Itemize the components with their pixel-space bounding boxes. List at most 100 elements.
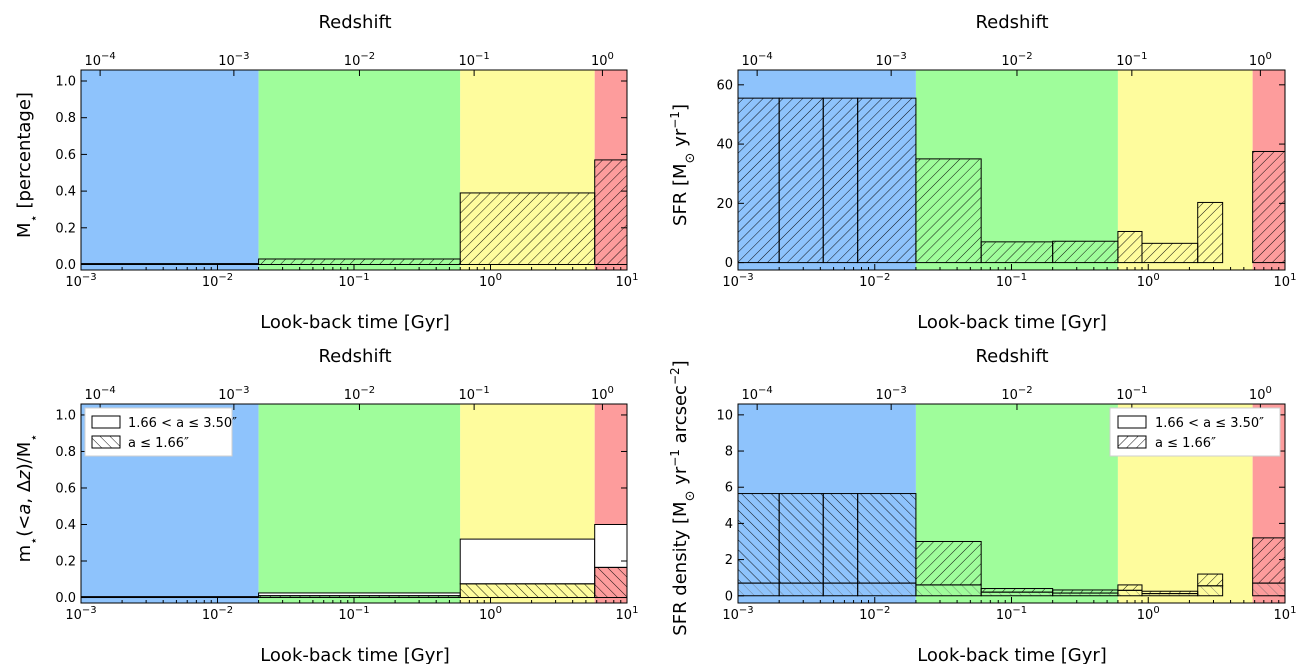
bar xyxy=(1252,582,1286,597)
bar xyxy=(778,582,824,597)
legend: 1.66 < a ≤ 3.50″ a ≤ 1.66″ xyxy=(1109,407,1281,457)
top-x-tick-label: 10−3 xyxy=(876,51,907,69)
legend-label-outer: 1.66 < a ≤ 3.50″ xyxy=(1155,416,1264,431)
bar xyxy=(915,584,982,597)
legend-label-outer: 1.66 < a ≤ 3.50″ xyxy=(128,416,237,431)
bar xyxy=(980,591,1054,597)
x-tick-label: 10−2 xyxy=(859,272,890,290)
bar xyxy=(778,493,824,584)
top-x-tick-label: 10−2 xyxy=(344,385,375,403)
bar xyxy=(80,263,260,265)
bar xyxy=(822,582,859,597)
top-x-tick-label: 10−1 xyxy=(1116,385,1147,403)
top-x-tick-label: 10−1 xyxy=(458,385,489,403)
x-tick-label: 10−1 xyxy=(996,605,1027,623)
bar xyxy=(258,595,461,599)
legend-swatch-outer xyxy=(1117,415,1147,429)
bar xyxy=(822,97,859,264)
bar xyxy=(1141,593,1199,597)
x-axis-title: Look-back time [Gyr] xyxy=(917,645,1107,664)
legend-swatch-inner xyxy=(1117,435,1147,449)
bar xyxy=(594,523,628,568)
x-tick-label: 10−2 xyxy=(859,605,890,623)
legend-swatch-inner xyxy=(91,435,121,449)
x-tick-label: 10−3 xyxy=(722,605,753,623)
x-tick-label: 10−3 xyxy=(65,272,96,290)
y-tick-label: 8 xyxy=(725,445,733,460)
y-tick-label: 1.0 xyxy=(55,408,76,423)
bar xyxy=(737,582,780,597)
x-tick-label: 100 xyxy=(479,272,502,290)
bar xyxy=(822,493,859,584)
y-tick-label: 40 xyxy=(716,138,733,153)
top-x-tick-label: 10−4 xyxy=(741,385,772,403)
top-x-tick-label: 10−3 xyxy=(218,385,249,403)
top-x-tick-label: 10−2 xyxy=(1001,51,1032,69)
panel-bottom-left: 10−3 10−2 10−1 100 101 10−4 10−3 10−2 10−1 100 0.0… xyxy=(14,346,638,664)
y-axis-title: SFR [M⊙ yr−1] xyxy=(668,104,698,226)
bar xyxy=(1117,589,1143,597)
top-x-tick-label: 100 xyxy=(1249,51,1272,69)
band-blue xyxy=(81,70,259,270)
y-tick-label: 1.0 xyxy=(55,75,76,90)
bar xyxy=(915,158,982,264)
bar xyxy=(459,583,596,599)
x-axis-title: Look-back time [Gyr] xyxy=(260,645,450,664)
legend: 1.66 < a ≤ 3.50″ a ≤ 1.66″ xyxy=(84,407,237,457)
bar xyxy=(459,192,596,265)
bar xyxy=(857,493,917,584)
bar xyxy=(1052,240,1119,264)
y-tick-label: 20 xyxy=(716,197,733,212)
x-axis-title: Look-back time [Gyr] xyxy=(917,312,1107,333)
y-tick-label: 0.8 xyxy=(55,445,76,460)
bar xyxy=(1052,592,1119,597)
legend-swatch-outer xyxy=(91,415,121,429)
x-tick-label: 10−1 xyxy=(338,605,369,623)
x-tick-label: 10−3 xyxy=(65,605,96,623)
bar xyxy=(737,97,780,264)
top-x-tick-label: 10−4 xyxy=(741,51,772,69)
y-tick-label: 60 xyxy=(716,78,733,93)
bar xyxy=(980,588,1054,593)
bar xyxy=(594,159,628,265)
top-axis-title: Redshift xyxy=(318,346,391,367)
y-tick-label: 0.2 xyxy=(55,555,76,570)
y-axis-title: SFR density [M⊙ yr−1 arcsec−2] xyxy=(668,360,698,635)
top-x-tick-label: 10−2 xyxy=(344,51,375,69)
bar xyxy=(915,540,982,586)
top-x-tick-label: 10−1 xyxy=(458,51,489,69)
bar xyxy=(1197,573,1224,587)
bar xyxy=(1141,242,1199,264)
y-tick-label: 0.0 xyxy=(55,591,76,606)
panel-bottom-right: 10−3 10−2 10−1 100 101 10−4 10−3 10−2 10−1 100 0 2 4… xyxy=(668,346,1296,664)
top-x-tick-label: 100 xyxy=(591,385,614,403)
band-green xyxy=(258,404,461,603)
top-x-tick-label: 100 xyxy=(1249,385,1272,403)
x-tick-label: 10−3 xyxy=(722,272,753,290)
y-tick-label: 0 xyxy=(725,256,733,271)
x-axis-title: Look-back time [Gyr] xyxy=(260,312,450,333)
bar xyxy=(1197,201,1224,264)
top-x-tick-label: 10−3 xyxy=(218,51,249,69)
top-axis-title: Redshift xyxy=(975,346,1048,367)
legend-label-inner: a ≤ 1.66″ xyxy=(128,436,189,451)
bar xyxy=(737,493,780,584)
y-tick-label: 2 xyxy=(725,553,733,568)
y-axis-title: M⋆ [percentage] xyxy=(14,92,42,238)
bar xyxy=(1117,230,1143,264)
y-tick-label: 0.4 xyxy=(55,518,76,533)
bar xyxy=(80,596,260,599)
x-tick-label: 100 xyxy=(1137,605,1160,623)
bar xyxy=(459,538,596,585)
bar xyxy=(258,258,461,265)
bar xyxy=(1252,150,1286,264)
panel-top-right: 10−3 10−2 10−1 100 101 10−4 10−3 10−2 10−1 100 0 20… xyxy=(668,12,1296,333)
top-x-tick-label: 10−1 xyxy=(1116,51,1147,69)
y-tick-label: 4 xyxy=(725,517,733,532)
band-green xyxy=(258,70,461,270)
y-tick-label: 10 xyxy=(716,408,733,423)
bar xyxy=(778,97,824,264)
x-tick-label: 10−1 xyxy=(996,272,1027,290)
y-tick-label: 0 xyxy=(725,589,733,604)
